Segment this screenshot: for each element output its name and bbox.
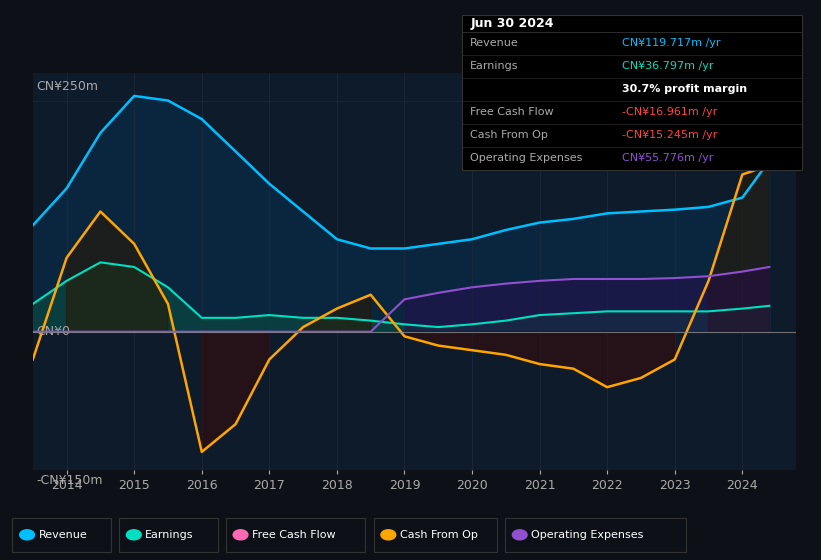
Text: Earnings: Earnings	[145, 530, 194, 540]
Text: Jun 30 2024: Jun 30 2024	[470, 17, 553, 30]
Text: Free Cash Flow: Free Cash Flow	[252, 530, 336, 540]
Text: CN¥250m: CN¥250m	[37, 80, 99, 92]
Text: -CN¥16.961m /yr: -CN¥16.961m /yr	[621, 108, 717, 118]
Text: Revenue: Revenue	[470, 38, 519, 48]
Text: -CN¥15.245m /yr: -CN¥15.245m /yr	[621, 130, 718, 141]
Text: CN¥119.717m /yr: CN¥119.717m /yr	[621, 38, 720, 48]
Text: Operating Expenses: Operating Expenses	[470, 153, 583, 164]
Text: CN¥0: CN¥0	[37, 325, 71, 338]
Text: CN¥36.797m /yr: CN¥36.797m /yr	[621, 62, 713, 71]
Text: CN¥55.776m /yr: CN¥55.776m /yr	[621, 153, 713, 164]
Text: Free Cash Flow: Free Cash Flow	[470, 108, 554, 118]
Text: Operating Expenses: Operating Expenses	[531, 530, 644, 540]
Text: Earnings: Earnings	[470, 62, 519, 71]
Text: Revenue: Revenue	[39, 530, 87, 540]
Text: -CN¥150m: -CN¥150m	[37, 474, 103, 487]
Text: Cash From Op: Cash From Op	[470, 130, 548, 141]
Text: Cash From Op: Cash From Op	[400, 530, 478, 540]
Text: 30.7% profit margin: 30.7% profit margin	[621, 85, 747, 95]
